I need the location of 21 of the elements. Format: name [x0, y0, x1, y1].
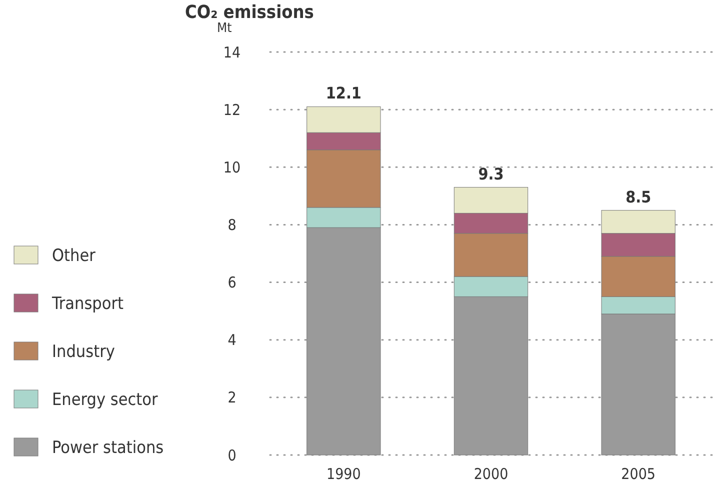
legend-label: Other: [52, 246, 96, 266]
y-tick-label: 10: [223, 158, 241, 176]
legend-label: Energy sector: [52, 390, 159, 410]
total-label: 8.5: [626, 187, 652, 206]
chart-title: CO₂ emissions: [185, 2, 314, 23]
x-tick-label: 1990: [326, 465, 361, 483]
y-tick-label: 0: [228, 446, 236, 464]
x-tick-label: 2000: [474, 465, 508, 483]
y-tick-label: 14: [223, 43, 241, 62]
legend-label: Industry: [52, 342, 115, 362]
x-tick-label: 2005: [621, 465, 656, 483]
total-label: 9.3: [478, 164, 504, 184]
y-tick-label: 2: [228, 388, 236, 407]
y-tick-label: 12: [223, 100, 241, 119]
legend-label: Transport: [51, 294, 124, 314]
y-axis-title: Mt: [217, 21, 232, 36]
legend-label: Power stations: [52, 438, 164, 458]
total-label: 12.1: [326, 84, 362, 103]
y-tick-label: 4: [228, 331, 236, 350]
y-tick-label: 6: [228, 274, 236, 292]
y-tick-label: 8: [228, 216, 236, 234]
